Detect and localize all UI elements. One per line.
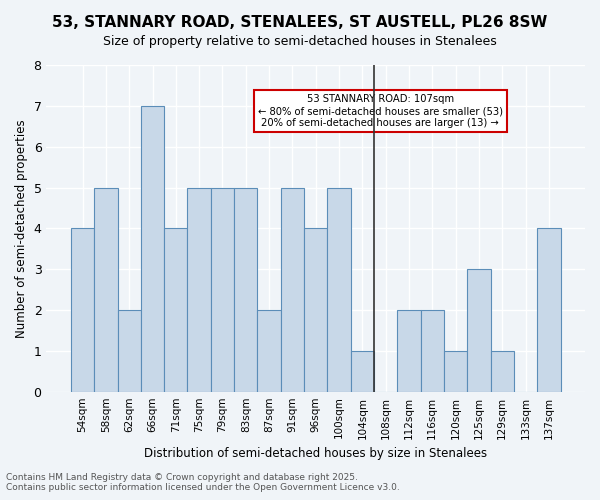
Bar	[187, 188, 211, 392]
Bar	[141, 106, 164, 392]
Text: 53 STANNARY ROAD: 107sqm
← 80% of semi-detached houses are smaller (53)
20% of s: 53 STANNARY ROAD: 107sqm ← 80% of semi-d…	[258, 94, 503, 128]
Bar	[234, 188, 257, 392]
Bar	[304, 228, 328, 392]
Text: Size of property relative to semi-detached houses in Stenalees: Size of property relative to semi-detach…	[103, 35, 497, 48]
Bar	[257, 310, 281, 392]
Bar	[421, 310, 444, 392]
Text: Contains HM Land Registry data © Crown copyright and database right 2025.
Contai: Contains HM Land Registry data © Crown c…	[6, 473, 400, 492]
Bar	[71, 228, 94, 392]
Bar	[118, 310, 141, 392]
Bar	[211, 188, 234, 392]
Bar	[281, 188, 304, 392]
Bar	[537, 228, 560, 392]
Bar	[397, 310, 421, 392]
Bar	[328, 188, 350, 392]
Bar	[491, 351, 514, 392]
Bar	[350, 351, 374, 392]
X-axis label: Distribution of semi-detached houses by size in Stenalees: Distribution of semi-detached houses by …	[144, 447, 487, 460]
Bar	[467, 269, 491, 392]
Text: 53, STANNARY ROAD, STENALEES, ST AUSTELL, PL26 8SW: 53, STANNARY ROAD, STENALEES, ST AUSTELL…	[52, 15, 548, 30]
Bar	[94, 188, 118, 392]
Bar	[164, 228, 187, 392]
Y-axis label: Number of semi-detached properties: Number of semi-detached properties	[15, 119, 28, 338]
Bar	[444, 351, 467, 392]
